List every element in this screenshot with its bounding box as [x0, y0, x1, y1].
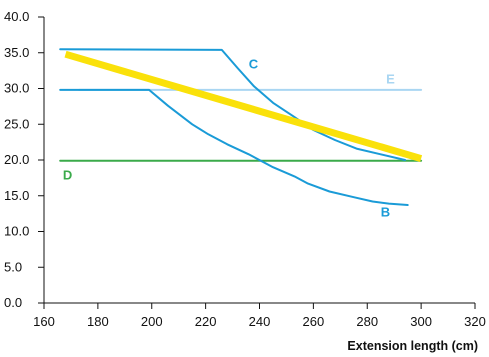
- x-tick-label: 300: [410, 314, 432, 329]
- x-tick-label: 320: [464, 314, 486, 329]
- series-line-b: [59, 88, 409, 206]
- series-labels: E D B C: [63, 56, 395, 219]
- x-tick-label: 240: [249, 314, 271, 329]
- y-tick-label: 5.0: [4, 259, 22, 274]
- x-tick-label: 200: [141, 314, 163, 329]
- y-tick-label: 10.0: [4, 224, 29, 239]
- y-tick-label: 0.0: [4, 295, 22, 310]
- series-line-highlight: [64, 50, 423, 162]
- x-axis-title: Extension length (cm): [347, 339, 478, 353]
- y-axis: 0.0 5.0 10.0 15.0 20.0 25.0 30.0 35.0 40.0: [4, 9, 45, 310]
- x-tick-label: 160: [33, 314, 55, 329]
- series-layer: [59, 48, 423, 206]
- y-tick-label: 15.0: [4, 188, 29, 203]
- x-tick-label: 280: [356, 314, 378, 329]
- series-label-e: E: [386, 71, 395, 86]
- series-label-d: D: [63, 167, 72, 182]
- y-tick-label: 40.0: [4, 9, 29, 24]
- y-tick-label: 35.0: [4, 45, 29, 60]
- y-tick-label: 25.0: [4, 116, 29, 131]
- series-line-c: [59, 48, 406, 161]
- x-axis: 160 180 200 220 240 260 280 300 320: [33, 302, 486, 329]
- x-tick-label: 220: [195, 314, 217, 329]
- series-label-c: C: [249, 56, 259, 71]
- series-label-b: B: [381, 204, 390, 219]
- x-tick-label: 180: [87, 314, 109, 329]
- y-tick-label: 30.0: [4, 81, 29, 96]
- y-tick-label: 20.0: [4, 152, 29, 167]
- x-tick-label: 260: [303, 314, 325, 329]
